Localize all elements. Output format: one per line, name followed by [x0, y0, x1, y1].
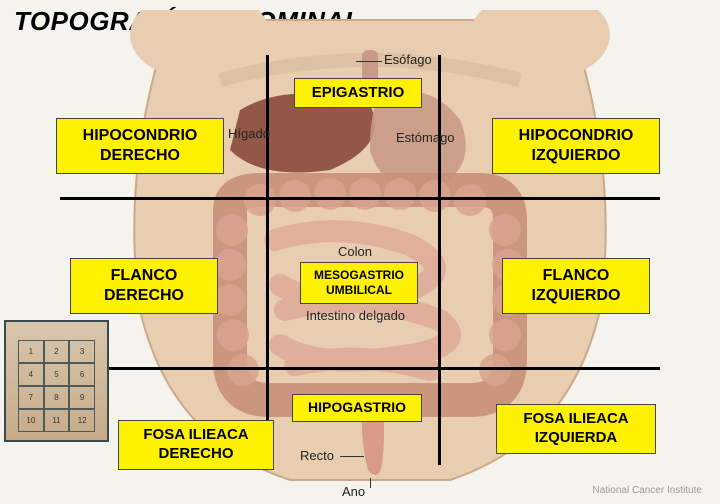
region-hipogastrio: HIPOGASTRIO — [292, 394, 422, 422]
organ-esofago: Esófago — [384, 52, 432, 67]
region-hipocondrio-izquierdo: HIPOCONDRIO IZQUIERDO — [492, 118, 660, 174]
grid-horizontal-1 — [60, 197, 660, 200]
organ-colon-text: Colon — [338, 244, 372, 259]
region-hipocondrio-derecho: HIPOCONDRIO DERECHO — [56, 118, 224, 174]
organ-intestino-delgado: Intestino delgado — [306, 308, 405, 323]
organ-intestino-text: Intestino delgado — [306, 308, 405, 323]
region-fosa-iliaca-izquierda: FOSA ILIEACA IZQUIERDA — [496, 404, 656, 454]
image-credit: National Cancer Institute — [592, 485, 702, 496]
organ-colon: Colon — [338, 244, 372, 259]
grid-horizontal-2 — [100, 367, 660, 370]
organ-higado-text: Hígado — [228, 126, 270, 141]
organ-estomago-text: Estómago — [396, 130, 455, 145]
organ-esofago-text: Esófago — [384, 52, 432, 67]
grid-vertical-1 — [266, 55, 269, 465]
organ-estomago: Estómago — [396, 130, 455, 145]
organ-ano: Ano — [342, 484, 365, 499]
organ-recto: Recto — [300, 448, 334, 463]
organ-higado: Hígado — [228, 126, 270, 141]
grid-vertical-2 — [438, 55, 441, 465]
region-flanco-derecho: FLANCO DERECHO — [70, 258, 218, 314]
region-flanco-izquierdo: FLANCO IZQUIERDO — [502, 258, 650, 314]
thumbnail-grid-inset: 123 456 789 101112 — [4, 320, 109, 442]
region-epigastrio: EPIGASTRIO — [294, 78, 422, 108]
organ-ano-text: Ano — [342, 484, 365, 499]
organ-recto-text: Recto — [300, 448, 334, 463]
region-mesogastrio-umbilical: MESOGASTRIO UMBILICAL — [300, 262, 418, 304]
region-fosa-iliaca-derecho: FOSA ILIEACA DERECHO — [118, 420, 274, 470]
